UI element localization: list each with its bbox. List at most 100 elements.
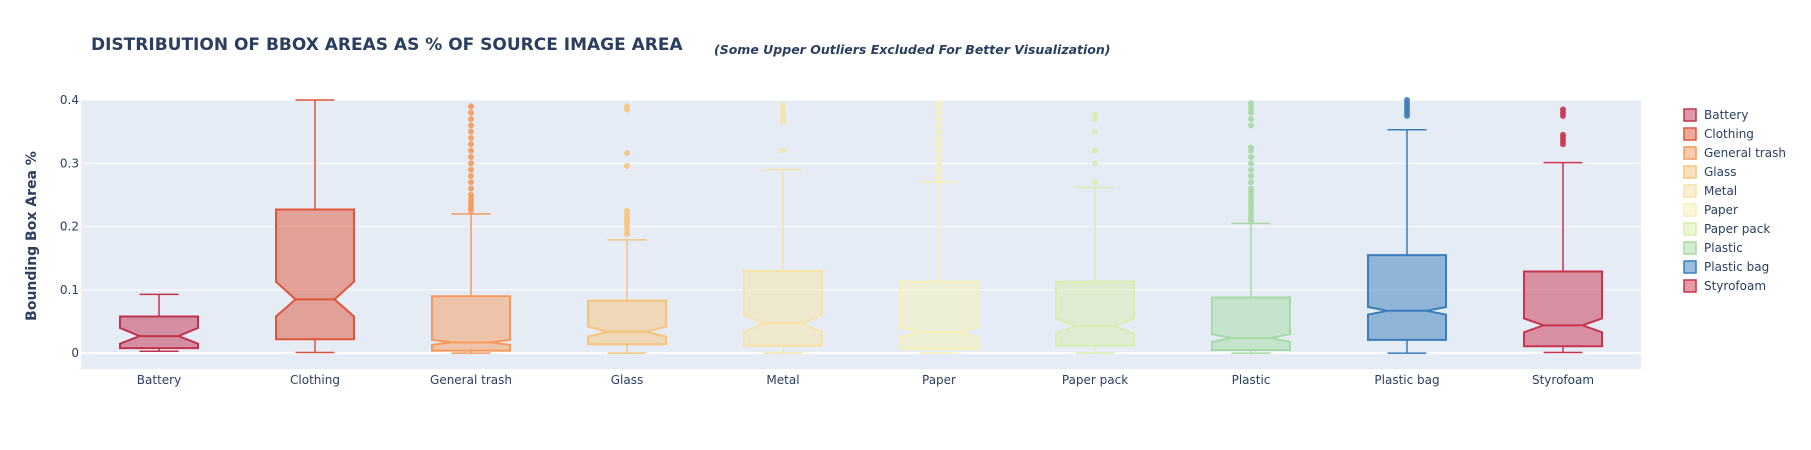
x-tick-label: Metal (766, 373, 799, 387)
outlier-point (1092, 111, 1098, 118)
outlier-point (1560, 106, 1566, 113)
notched-box (1523, 270, 1603, 348)
legend-swatch (1683, 222, 1697, 236)
outlier-point (1248, 166, 1254, 173)
legend-item[interactable]: Plastic bag (1683, 260, 1769, 274)
ticks: 0 0.1 0.2 0.3 0.4 Battery Clothing General tras… (60, 93, 1594, 387)
legend-item[interactable]: Glass (1683, 165, 1737, 179)
legend-item[interactable]: Paper pack (1683, 222, 1770, 236)
legend-label: Paper (1704, 203, 1738, 217)
outlier-point (468, 122, 474, 129)
x-tick-label: Paper pack (1062, 373, 1128, 387)
y-tick-label: 0 (71, 346, 79, 360)
legend-item[interactable]: Battery (1683, 108, 1748, 122)
box-metal (743, 102, 823, 354)
notched-box (431, 295, 511, 352)
notched-box (1211, 296, 1291, 351)
legend-item[interactable]: Metal (1683, 184, 1737, 198)
outlier-point (780, 102, 786, 109)
outlier-point (1248, 115, 1254, 122)
outlier-point (468, 147, 474, 154)
x-tick-label: General trash (430, 373, 512, 387)
notched-box (899, 280, 979, 350)
outlier-point (468, 179, 474, 186)
outlier-point (780, 106, 786, 113)
legend-item[interactable]: Clothing (1683, 127, 1754, 141)
notched-box (1055, 280, 1135, 347)
outlier-point (936, 115, 942, 122)
outlier-point (624, 228, 630, 235)
outlier-point (468, 128, 474, 135)
legend-item[interactable]: Plastic (1683, 241, 1743, 255)
outlier-point (936, 128, 942, 135)
x-tick-label: Clothing (290, 373, 340, 387)
outlier-point (468, 141, 474, 148)
outlier-point (624, 103, 630, 110)
box-plastic (1211, 100, 1291, 354)
x-tick-label: Plastic (1232, 373, 1271, 387)
notched-box (119, 315, 199, 350)
outlier-point (936, 166, 942, 173)
outlier-point (1248, 185, 1254, 192)
outlier-point (468, 103, 474, 110)
outlier-point (468, 134, 474, 141)
outlier-point (468, 160, 474, 167)
x-tick-label: Battery (137, 373, 181, 387)
box-paper-pack (1055, 111, 1135, 354)
y-tick-label: 0.3 (60, 156, 79, 170)
legend-label: Plastic (1704, 241, 1743, 255)
x-tick-label: Styrofoam (1532, 373, 1594, 387)
outlier-point (468, 115, 474, 122)
box-clothing (275, 99, 355, 354)
legend-label: Clothing (1704, 127, 1754, 141)
legend-item[interactable]: Styrofoam (1683, 279, 1766, 293)
outlier-point (1092, 147, 1098, 154)
outlier-point (936, 147, 942, 154)
legend-swatch (1683, 241, 1697, 255)
y-tick-label: 0.1 (60, 283, 79, 297)
outlier-point (468, 109, 474, 116)
outlier-point (1248, 160, 1254, 167)
legend-label: Glass (1704, 165, 1737, 179)
legend-label: Plastic bag (1704, 260, 1769, 274)
outlier-point (1248, 100, 1254, 107)
legend-label: Metal (1704, 184, 1737, 198)
legend-swatch (1683, 184, 1697, 198)
outlier-point (468, 166, 474, 173)
outlier-point (936, 134, 942, 141)
y-tick-label: 0.4 (60, 93, 79, 107)
outlier-point (1092, 128, 1098, 135)
y-axis-title: Bounding Box Area % (24, 151, 40, 321)
outlier-point (936, 141, 942, 148)
outlier-point (624, 150, 630, 157)
legend-label: General trash (1704, 146, 1786, 160)
notched-box (1367, 254, 1447, 341)
legend-swatch (1683, 260, 1697, 274)
outlier-point (624, 207, 630, 214)
outlier-point (936, 100, 942, 107)
outlier-point (780, 147, 786, 154)
outlier-point (780, 110, 786, 117)
legend-swatch (1683, 165, 1697, 179)
legend-swatch (1683, 203, 1697, 217)
legend-item[interactable]: General trash (1683, 146, 1786, 160)
outlier-point (936, 109, 942, 116)
chart-subtitle: (Some Upper Outliers Excluded For Better… (714, 42, 1111, 57)
outlier-point (468, 153, 474, 160)
box-glass (587, 103, 667, 354)
outlier-point (1404, 97, 1410, 103)
outlier-point (1560, 131, 1566, 138)
outlier-point (1248, 172, 1254, 179)
legend-item[interactable]: Paper (1683, 203, 1738, 217)
outlier-point (1248, 122, 1254, 129)
legend-label: Paper pack (1704, 222, 1770, 236)
outlier-point (1248, 144, 1254, 151)
outlier-point (936, 160, 942, 167)
outlier-point (780, 119, 786, 126)
legend-swatch (1683, 146, 1697, 160)
boxes (119, 97, 1603, 354)
x-tick-label: Paper (922, 373, 956, 387)
outlier-point (1092, 160, 1098, 167)
outlier-point (1248, 153, 1254, 160)
